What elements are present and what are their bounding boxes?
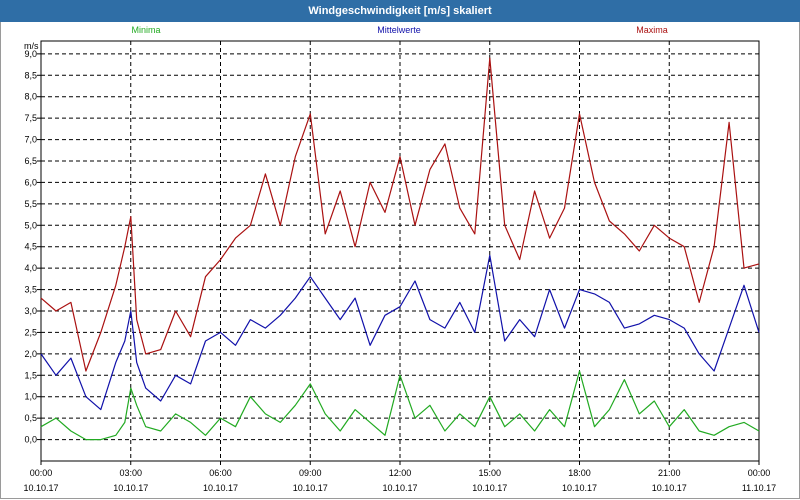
y-tick-label: 0,5 [24, 413, 37, 423]
x-tick-time-label: 00:00 [748, 468, 771, 478]
x-tick-date-label: 10.10.17 [23, 483, 58, 493]
y-tick-label: 2,5 [24, 327, 37, 337]
y-tick-label: 5,5 [24, 199, 37, 209]
legend-item: Minima [131, 25, 160, 35]
line-chart: 0,0 0,5 1,0 1,5 2,0 2,5 3,0 3,5 4,0 4,5 5,0 5,5 6,0 6… [23, 25, 776, 493]
y-tick-label: 8,5 [24, 70, 37, 80]
legend: Minima Mittelwerte Maxima [131, 25, 667, 35]
y-tick-label: 1,5 [24, 370, 37, 380]
series-lines [40, 57, 760, 441]
x-tick-date-label: 10.10.17 [293, 483, 328, 493]
y-tick-label: 9,0 [24, 49, 37, 59]
x-tick-time-label: 06:00 [209, 468, 232, 478]
series-line [40, 254, 760, 411]
x-tick-time-label: 03:00 [119, 468, 142, 478]
x-tick-date-label: 10.10.17 [562, 483, 597, 493]
y-axis-ticks: 0,0 0,5 1,0 1,5 2,0 2,5 3,0 3,5 4,0 4,5 5,0 5,5 6,0 6… [24, 49, 41, 445]
grid-lines [41, 41, 759, 461]
y-tick-label: 3,5 [24, 285, 37, 295]
y-tick-label: 6,5 [24, 156, 37, 166]
x-tick-date-label: 10.10.17 [652, 483, 687, 493]
x-tick-date-label: 10.10.17 [203, 483, 238, 493]
y-tick-label: 7,0 [24, 135, 37, 145]
y-tick-label: 2,0 [24, 349, 37, 359]
x-tick-time-label: 21:00 [658, 468, 681, 478]
x-axis-ticks: 00:00 10.10.17 03:00 10.10.17 06:00 10.10.17 0… [23, 461, 776, 493]
y-axis-label: m/s [24, 41, 39, 51]
y-tick-label: 6,0 [24, 177, 37, 187]
series-line [40, 370, 760, 441]
window-title: Windgeschwindigkeit [m/s] skaliert [0, 0, 800, 22]
y-tick-label: 5,0 [24, 220, 37, 230]
y-tick-label: 8,0 [24, 92, 37, 102]
y-tick-label: 3,0 [24, 306, 37, 316]
y-tick-label: 4,0 [24, 263, 37, 273]
x-tick-date-label: 10.10.17 [113, 483, 148, 493]
y-tick-label: 7,5 [24, 113, 37, 123]
x-tick-time-label: 12:00 [389, 468, 412, 478]
x-tick-time-label: 09:00 [299, 468, 322, 478]
y-tick-label: 0,0 [24, 435, 37, 445]
x-tick-time-label: 18:00 [568, 468, 591, 478]
x-tick-date-label: 11.10.17 [742, 483, 776, 493]
legend-item: Mittelwerte [377, 25, 421, 35]
chart-frame: 0,0 0,5 1,0 1,5 2,0 2,5 3,0 3,5 4,0 4,5 5,0 5,5 6,0 6… [0, 22, 800, 499]
x-tick-date-label: 10.10.17 [382, 483, 417, 493]
x-tick-date-label: 10.10.17 [472, 483, 507, 493]
x-tick-time-label: 15:00 [478, 468, 501, 478]
x-tick-time-label: 00:00 [30, 468, 53, 478]
y-tick-label: 1,0 [24, 392, 37, 402]
legend-item: Maxima [636, 25, 668, 35]
series-line [40, 57, 760, 372]
y-tick-label: 4,5 [24, 242, 37, 252]
